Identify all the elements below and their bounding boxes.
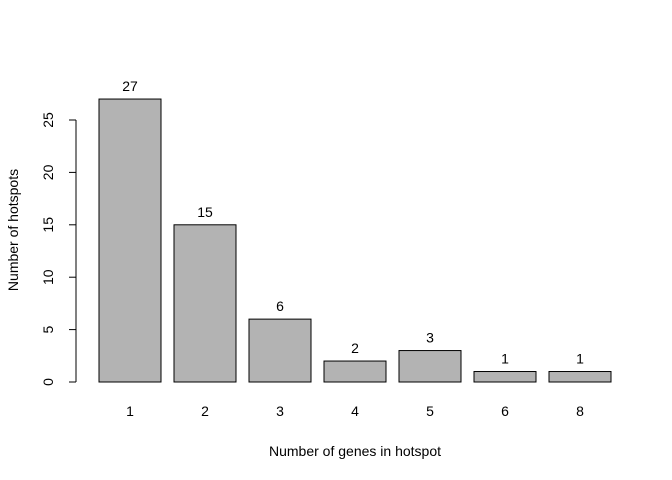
y-tick-label-15: 15: [40, 217, 56, 233]
bar-1: [98, 98, 162, 383]
bars-group: [98, 98, 612, 383]
x-tick-label-8: 8: [576, 403, 584, 419]
bar-5: [398, 350, 462, 383]
x-tick-label-6: 6: [501, 403, 509, 419]
data-label-1: 27: [122, 78, 138, 94]
x-axis-title: Number of genes in hotspot: [269, 443, 441, 459]
x-tick-label-2: 2: [201, 403, 209, 419]
data-label-5: 3: [426, 330, 434, 346]
bar-4: [323, 360, 387, 383]
data-label-2: 15: [197, 204, 213, 220]
y-tick-label-5: 5: [40, 325, 56, 333]
bar-2: [173, 224, 237, 383]
x-tick-label-4: 4: [351, 403, 359, 419]
data-labels-group: 27 15 6 2 3 1 1: [122, 78, 584, 366]
data-label-4: 2: [351, 340, 359, 356]
data-label-8: 1: [576, 351, 584, 367]
y-axis: 0 5 10 15 20 25: [40, 112, 77, 386]
y-tick-label-0: 0: [40, 378, 56, 386]
y-tick-label-25: 25: [40, 112, 56, 128]
y-tick-label-10: 10: [40, 269, 56, 285]
y-tick-label-20: 20: [40, 164, 56, 180]
data-label-3: 6: [276, 298, 284, 314]
x-tick-labels-group: 1 2 3 4 5 6 8: [126, 403, 584, 419]
x-tick-label-5: 5: [426, 403, 434, 419]
x-tick-label-1: 1: [126, 403, 134, 419]
bar-6: [473, 371, 537, 383]
x-tick-label-3: 3: [276, 403, 284, 419]
data-label-6: 1: [501, 351, 509, 367]
y-axis-title: Number of hotspots: [5, 169, 21, 291]
bar-3: [248, 318, 312, 383]
bar-8: [548, 371, 612, 383]
